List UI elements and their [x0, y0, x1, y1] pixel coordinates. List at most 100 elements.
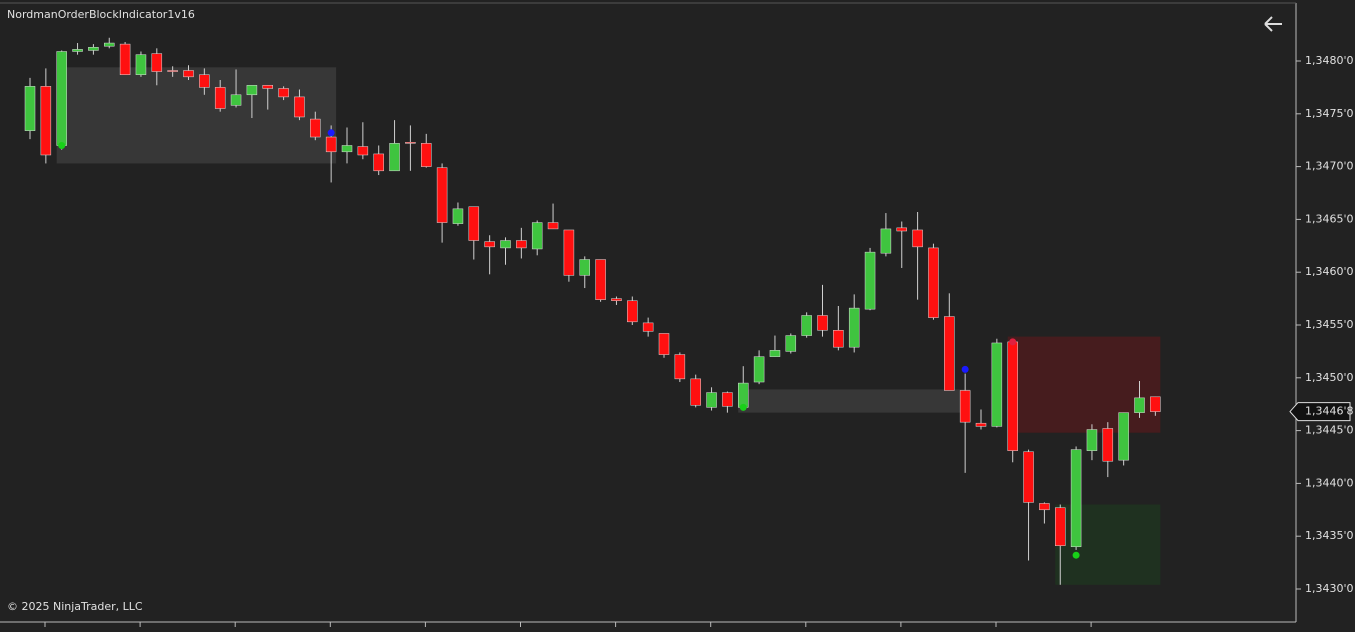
candle-body: [341, 145, 353, 153]
candle-body: [595, 259, 606, 300]
candle-body: [896, 227, 907, 232]
candle-body: [1134, 397, 1145, 413]
candle-body: [325, 136, 337, 153]
candle-body: [833, 330, 844, 348]
candle-body: [151, 53, 163, 72]
candle-body: [119, 43, 131, 75]
candle-body: [785, 335, 797, 352]
candle-body: [928, 247, 939, 318]
candle-body: [1150, 396, 1161, 412]
signal-dot: [327, 129, 335, 137]
candle-body: [674, 354, 686, 380]
signal-dot: [961, 365, 969, 373]
candle-body: [944, 316, 955, 391]
signal-dot: [739, 403, 747, 411]
candle-body: [1055, 507, 1066, 546]
candle-body: [722, 392, 733, 407]
candle-body: [246, 85, 258, 96]
candle-body: [484, 241, 495, 248]
candle-body: [579, 259, 590, 276]
candle-body: [547, 222, 559, 230]
candle-body: [642, 322, 654, 332]
candle-body: [706, 392, 717, 408]
candle-body: [421, 143, 432, 167]
candle-body: [104, 42, 115, 47]
y-tick-label: 1,3450'0: [1305, 371, 1354, 384]
candle-body: [753, 356, 765, 383]
candle-body: [658, 333, 670, 355]
candle-body: [24, 86, 36, 131]
candle-body: [452, 208, 464, 224]
y-tick-label: 1,3445'0: [1305, 424, 1354, 437]
candle-body: [516, 240, 527, 249]
candle-body: [563, 229, 575, 276]
candle-body: [1039, 503, 1050, 511]
candle-body: [500, 240, 511, 249]
candle-body: [199, 74, 210, 88]
y-tick-label: 1,3455'0: [1305, 318, 1354, 331]
chart-title: NordmanOrderBlockIndicator1v16: [7, 8, 195, 21]
candle-body: [88, 47, 99, 51]
candle-body: [468, 206, 480, 241]
candle-body: [959, 390, 971, 423]
candle-body: [294, 96, 305, 118]
candle-body: [611, 298, 622, 301]
candle-body: [1086, 429, 1098, 451]
y-tick-label: 1,3480'0: [1305, 54, 1354, 67]
candle-body: [975, 422, 987, 427]
y-tick-label: 1,3470'0: [1305, 160, 1354, 173]
signal-dot: [1072, 551, 1080, 559]
y-tick-label: 1,3440'0: [1305, 476, 1354, 489]
plot-area: [24, 37, 1161, 585]
candle-body: [389, 143, 400, 172]
y-tick-label: 1,3465'0: [1305, 212, 1354, 225]
candle-body: [880, 228, 892, 254]
candle-body: [56, 51, 67, 146]
last-price-label: 1,3446'8: [1305, 405, 1354, 418]
candle-body: [262, 85, 273, 89]
candle-body: [436, 167, 448, 223]
candle-body: [230, 94, 242, 106]
candle-body: [183, 70, 194, 78]
y-tick-label: 1,3475'0: [1305, 107, 1354, 120]
candle-body: [72, 49, 83, 52]
candle-body: [40, 86, 52, 156]
order-block-zone: [56, 67, 337, 164]
candle-body: [357, 146, 369, 156]
candle-body: [214, 87, 226, 109]
signal-dot: [58, 141, 66, 149]
candle-body: [738, 382, 749, 408]
candle-body: [135, 54, 147, 75]
order-block-zone: [738, 389, 971, 413]
y-tick-label: 1,3460'0: [1305, 265, 1354, 278]
last-price-marker: [1289, 402, 1351, 422]
candle-body: [848, 307, 860, 348]
candle-body: [801, 315, 812, 336]
y-tick-label: 1,3435'0: [1305, 529, 1354, 542]
candle-body: [991, 342, 1003, 427]
candle-body: [167, 70, 178, 72]
copyright: © 2025 NinjaTrader, LLC: [7, 600, 143, 613]
candle-body: [373, 153, 384, 172]
candle-body: [864, 251, 876, 310]
back-arrow[interactable]: [1264, 16, 1282, 32]
candle-body: [627, 300, 638, 323]
candle-body: [531, 222, 543, 250]
candle-body: [690, 378, 701, 406]
candle-body: [769, 350, 781, 357]
order-block-zone: [1007, 336, 1161, 433]
y-tick-label: 1,3430'0: [1305, 582, 1354, 595]
candle-body: [1118, 412, 1129, 461]
signal-dot: [1009, 338, 1017, 346]
candle-body: [405, 142, 416, 144]
candle-body: [278, 88, 289, 98]
candle-body: [912, 229, 923, 248]
candle-body: [1070, 449, 1082, 548]
candle-body: [1023, 451, 1034, 503]
candle-body: [1102, 428, 1114, 462]
candle-body: [1007, 341, 1018, 451]
candle-body: [310, 118, 321, 138]
candle-body: [817, 315, 828, 331]
